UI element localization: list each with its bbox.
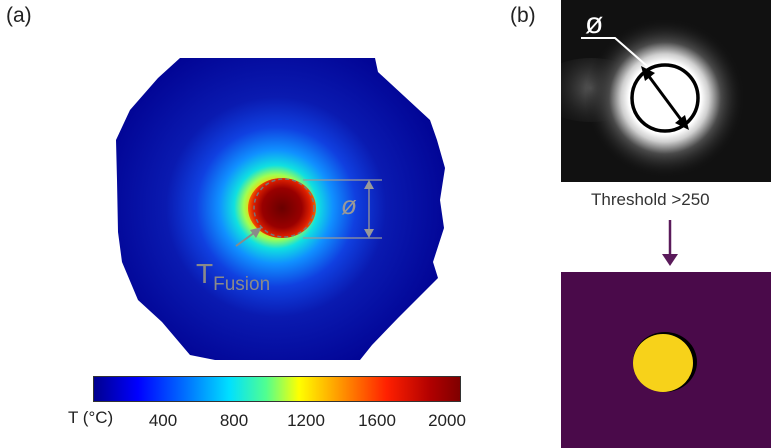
thermal-map: ø TFusion: [116, 58, 445, 360]
panel-a-label: (a): [6, 4, 32, 27]
colorbar-tick: 800: [219, 411, 249, 430]
colorbar-tick: 1200: [287, 411, 325, 430]
threshold-image: [561, 272, 771, 448]
colorbar: [93, 376, 461, 402]
fusion-boundary: [253, 178, 315, 238]
diameter-symbol-a: ø: [341, 190, 357, 220]
down-arrow-icon: [662, 220, 678, 266]
colorbar-title: T (°C): [68, 408, 114, 427]
camera-image: ø: [561, 0, 771, 182]
fusion-label-sub: Fusion: [213, 274, 270, 295]
colorbar-tick: 400: [148, 411, 178, 430]
fusion-label: T: [196, 258, 213, 289]
fusion-zone: [248, 178, 316, 238]
colorbar-tick: 1600: [358, 411, 396, 430]
colorbar-tick: 2000: [428, 411, 466, 430]
threshold-spot: [633, 334, 693, 392]
panel-b-label: (b): [510, 4, 536, 27]
threshold-label: Threshold >250: [591, 190, 710, 209]
diameter-symbol-b: ø: [585, 7, 603, 40]
svg-text:TFusion: TFusion: [196, 258, 270, 295]
